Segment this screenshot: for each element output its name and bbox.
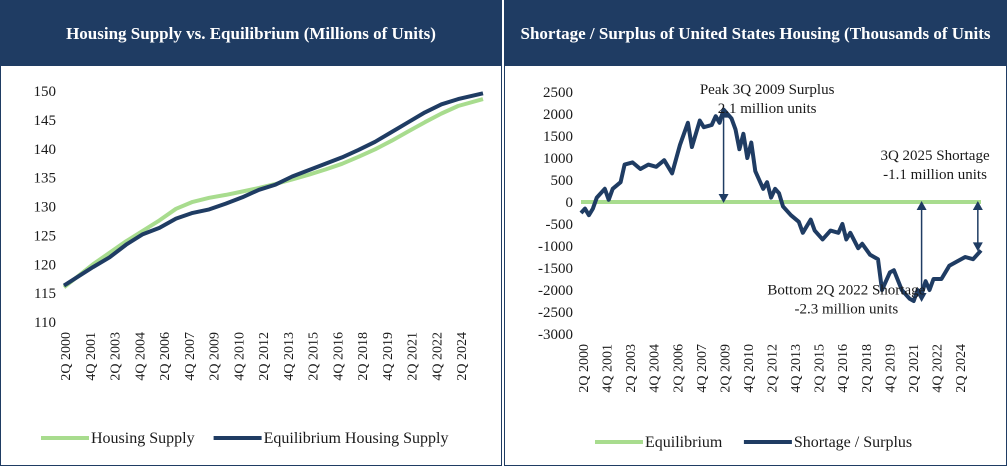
x-tick-label: 2Q 2015 xyxy=(813,344,828,393)
shortage-chart-panel: Shortage / Surplus of United States Hous… xyxy=(504,0,1007,466)
x-tick-label: 2Q 2018 xyxy=(356,332,371,381)
y-tick-label: 500 xyxy=(551,173,574,189)
y-tick-label: 2500 xyxy=(543,85,573,101)
y-tick-label: 0 xyxy=(566,195,574,211)
x-tick-label: 2Q 2006 xyxy=(671,344,686,393)
series-line-shortage-surplus xyxy=(579,107,983,303)
annotation-arrowhead xyxy=(916,293,927,302)
x-tick-label: 4Q 2010 xyxy=(742,344,757,393)
y-tick-label: -2000 xyxy=(538,283,573,299)
x-tick-label: 4Q 2022 xyxy=(430,332,445,381)
legend-label: Shortage / Surplus xyxy=(794,434,912,451)
annotation-arrowhead xyxy=(718,194,729,203)
y-tick-label: 150 xyxy=(34,84,57,100)
x-tick-label: 2Q 2015 xyxy=(307,332,322,381)
annotation-value: 2.1 million units xyxy=(718,101,817,117)
x-tick-label: 2Q 2003 xyxy=(109,332,124,381)
x-tick-label: 4Q 2010 xyxy=(232,332,247,381)
x-tick-label: 2Q 2018 xyxy=(860,344,875,393)
y-tick-label: 130 xyxy=(34,200,57,216)
legend-label: Equilibrium Housing Supply xyxy=(264,430,449,447)
y-tick-label: -500 xyxy=(546,217,574,233)
y-tick-label: 125 xyxy=(34,228,57,244)
annotation-arrowhead xyxy=(972,242,983,252)
series-line-equilibrium-housing-supply xyxy=(62,91,484,288)
x-tick-label: 2Q 2000 xyxy=(59,332,74,381)
x-tick-label: 4Q 2007 xyxy=(695,344,710,393)
x-tick-label: 2Q 2009 xyxy=(208,332,223,381)
x-tick-label: 4Q 2004 xyxy=(133,332,148,381)
x-tick-label: 4Q 2019 xyxy=(883,344,898,393)
x-tick-label: 4Q 2007 xyxy=(183,332,198,381)
x-tick-label: 2Q 2000 xyxy=(577,344,592,393)
x-tick-label: 4Q 2016 xyxy=(836,344,851,393)
y-tick-label: 110 xyxy=(34,315,56,331)
supply-chart: 110 115 120 125 130 135 140 145 150 2Q 2000 4Q 200… xyxy=(34,84,484,447)
annotation-value: -2.3 million units xyxy=(794,301,898,317)
annotation-label: Bottom 2Q 2022 Shortage xyxy=(767,282,925,298)
x-tick-label: 4Q 2022 xyxy=(930,344,945,393)
annotation-arrowhead xyxy=(972,201,983,210)
y-tick-label: 140 xyxy=(34,142,57,158)
legend-label: Equilibrium xyxy=(645,434,723,451)
x-tick-label: 2Q 2003 xyxy=(624,344,639,393)
y-tick-label: -2500 xyxy=(538,305,573,321)
x-tick-label: 4Q 2001 xyxy=(84,332,99,381)
y-tick-label: 2000 xyxy=(543,107,573,123)
annotation-label: Peak 3Q 2009 Surplus xyxy=(700,82,835,98)
y-tick-label: 120 xyxy=(34,257,57,273)
x-tick-label: 2Q 2009 xyxy=(718,344,733,393)
y-tick-label: 135 xyxy=(34,171,57,187)
x-tick-label: 2Q 2006 xyxy=(158,332,173,381)
x-tick-label: 4Q 2013 xyxy=(282,332,297,381)
y-tick-label: 1000 xyxy=(543,151,573,167)
y-tick-label: -3000 xyxy=(538,327,573,343)
supply-chart-panel: Housing Supply vs. Equilibrium (Millions… xyxy=(0,0,502,466)
x-tick-label: 2Q 2012 xyxy=(257,332,272,381)
x-tick-label: 4Q 2004 xyxy=(648,344,663,393)
x-tick-label: 4Q 2016 xyxy=(331,332,346,381)
annotation-value: -1.1 million units xyxy=(883,167,987,183)
x-tick-label: 4Q 2013 xyxy=(789,344,804,393)
annotation-label: 3Q 2025 Shortage xyxy=(880,148,989,164)
x-tick-label: 4Q 2019 xyxy=(381,332,396,381)
x-tick-label: 4Q 2001 xyxy=(601,344,616,393)
annotation-arrowhead xyxy=(916,201,927,210)
shortage-chart: -3000 -2500 -2000 -1500 -1000 -500 0 500 1000 150… xyxy=(538,82,990,451)
y-tick-label: 145 xyxy=(34,113,57,129)
x-tick-label: 2Q 2024 xyxy=(455,332,470,381)
shortage-chart-title: Shortage / Surplus of United States Hous… xyxy=(505,1,1006,66)
x-tick-label: 2Q 2024 xyxy=(954,344,969,393)
supply-chart-title: Housing Supply vs. Equilibrium (Millions… xyxy=(1,1,501,66)
x-tick-label: 2Q 2012 xyxy=(766,344,781,393)
y-tick-label: 115 xyxy=(34,286,56,302)
x-tick-label: 2Q 2021 xyxy=(406,332,421,381)
y-tick-label: -1000 xyxy=(538,239,573,255)
legend-label: Housing Supply xyxy=(91,430,195,447)
y-tick-label: -1500 xyxy=(538,261,573,277)
x-tick-label: 2Q 2021 xyxy=(907,344,922,393)
annotation-arrowhead xyxy=(718,108,729,118)
y-tick-label: 1500 xyxy=(543,129,573,145)
series-line-housing-supply xyxy=(62,97,484,289)
